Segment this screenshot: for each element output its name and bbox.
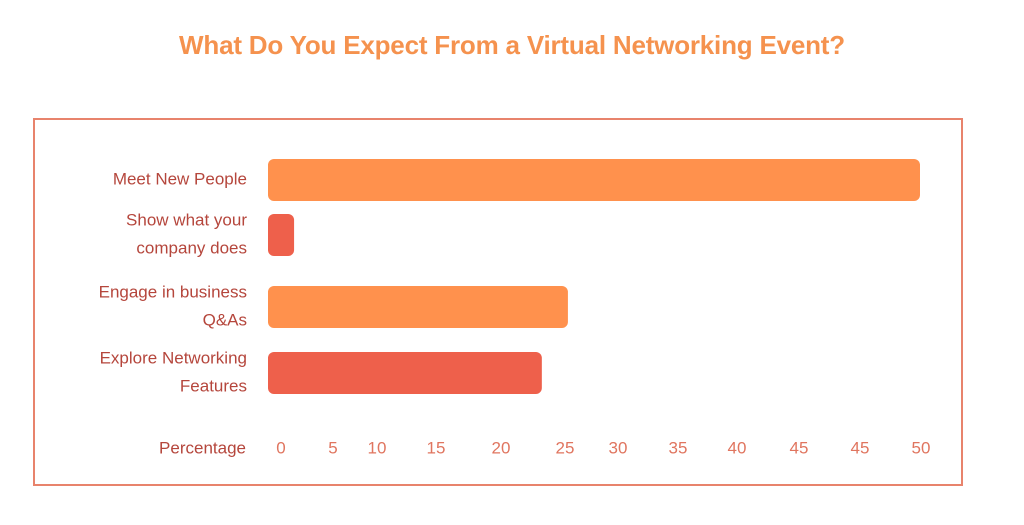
bar-3	[268, 286, 568, 328]
x-axis-label: Percentage	[159, 438, 246, 457]
chart-title: What Do You Expect From a Virtual Networ…	[179, 30, 845, 60]
category-label: company does	[136, 238, 247, 257]
x-tick-label: 30	[609, 438, 628, 457]
category-label: Show what your	[126, 210, 247, 229]
x-tick-label: 40	[728, 438, 747, 457]
category-label: Features	[180, 376, 247, 395]
chart-frame	[33, 118, 963, 486]
x-tick-label: 50	[912, 438, 931, 457]
category-label: Meet New People	[113, 169, 247, 188]
x-tick-label: 15	[427, 438, 446, 457]
bar-2	[268, 214, 295, 256]
x-tick-label: 45	[790, 438, 809, 457]
category-label: Explore Networking	[100, 348, 247, 367]
x-tick-label: 35	[669, 438, 688, 457]
x-tick-label: 10	[368, 438, 387, 457]
category-label: Q&As	[203, 310, 247, 329]
x-tick-label: 45	[851, 438, 870, 457]
category-label: Engage in business	[99, 282, 247, 301]
bar-1	[268, 159, 920, 201]
x-tick-label: 5	[328, 438, 337, 457]
x-tick-label: 20	[492, 438, 511, 457]
x-tick-label: 25	[556, 438, 575, 457]
x-tick-label: 0	[276, 438, 285, 457]
bar-4	[268, 352, 542, 394]
